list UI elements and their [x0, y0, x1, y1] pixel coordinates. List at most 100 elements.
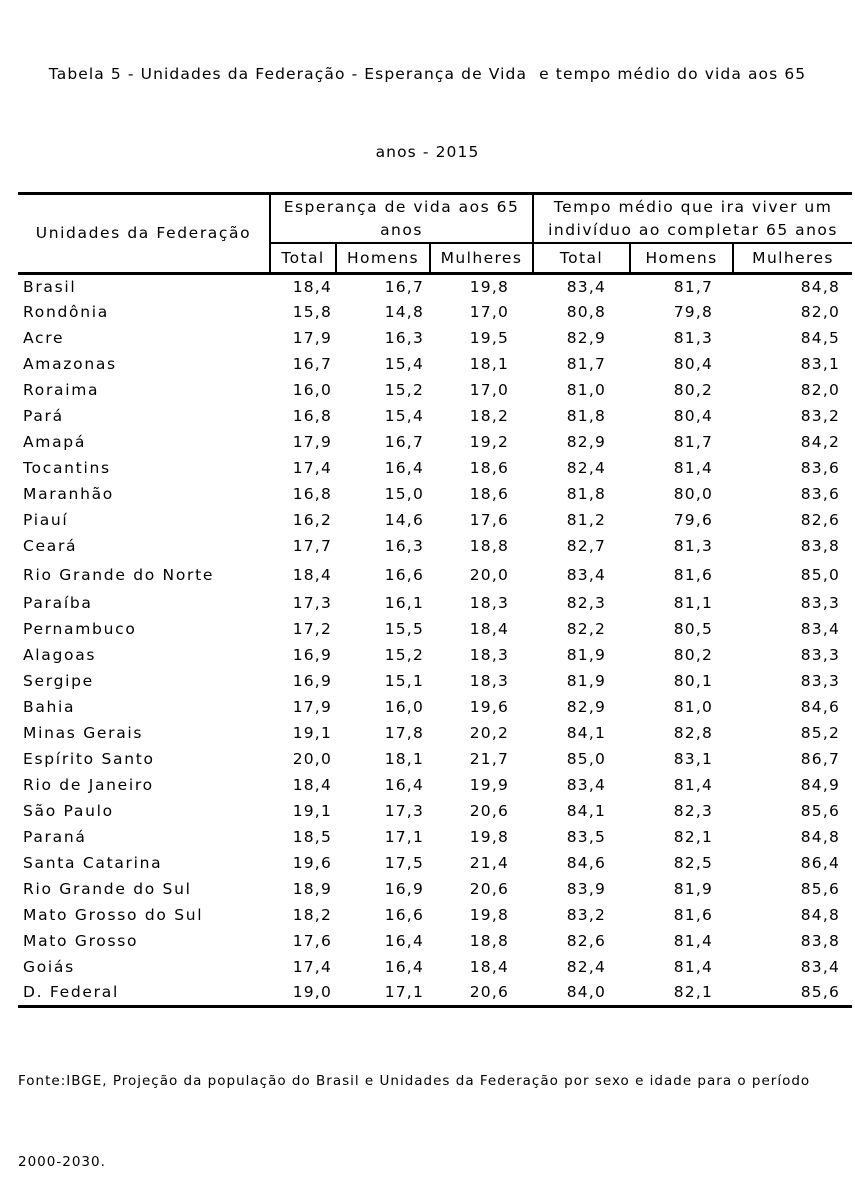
- esperanca-homens-cell: 16,4: [384, 958, 424, 976]
- table-row: Rio Grande do Norte 18,4 16,6 20,0 83,4 …: [18, 559, 852, 590]
- tempo-total-cell: 83,2: [566, 906, 607, 924]
- subheader-esperanca-total: Total: [270, 243, 337, 275]
- state-name-cell: Tocantins: [23, 459, 111, 477]
- state-name-cell: Piauí: [23, 511, 69, 529]
- state-name-cell: Santa Catarina: [23, 854, 163, 872]
- tempo-mulheres-cell: 83,3: [800, 594, 841, 612]
- esperanca-mulheres-cell: 18,2: [469, 407, 510, 425]
- esperanca-homens-cell: 16,9: [384, 880, 424, 898]
- table-row: Acre 17,9 16,3 19,5 82,9 81,3 84,5: [18, 325, 852, 351]
- tempo-mulheres-cell: 86,7: [800, 750, 841, 768]
- tempo-total-cell: 81,9: [566, 672, 607, 690]
- tempo-homens-cell: 81,3: [673, 537, 714, 555]
- esperanca-total-cell: 18,4: [292, 565, 332, 584]
- esperanca-mulheres-cell: 18,3: [469, 594, 510, 612]
- state-name-cell: Goiás: [23, 958, 75, 976]
- state-name-cell: Rio de Janeiro: [23, 776, 154, 794]
- esperanca-homens-cell: 16,0: [384, 698, 424, 716]
- column-group-esperanca: Esperança de vida aos 65 anos: [270, 193, 535, 244]
- state-name-cell: Mato Grosso do Sul: [23, 906, 204, 924]
- table-row: Rio Grande do Sul 18,9 16,9 20,6 83,9 81…: [18, 876, 852, 902]
- esperanca-homens-cell: 15,4: [384, 355, 424, 373]
- table-row: Pernambuco 17,2 15,5 18,4 82,2 80,5 83,4: [18, 616, 852, 642]
- table-row: Bahia 17,9 16,0 19,6 82,9 81,0 84,6: [18, 694, 852, 720]
- table-row: Pará 16,8 15,4 18,2 81,8 80,4 83,2: [18, 403, 852, 429]
- tempo-total-cell: 82,2: [566, 620, 607, 638]
- tempo-total-cell: 82,3: [566, 594, 607, 612]
- tempo-mulheres-cell: 85,6: [800, 802, 841, 820]
- tempo-total-cell: 82,6: [566, 932, 607, 950]
- tempo-mulheres-cell: 83,2: [800, 407, 841, 425]
- state-name-cell: D. Federal: [18, 980, 270, 1008]
- esperanca-total-cell: 18,4: [292, 277, 332, 296]
- tempo-homens-cell: 82,1: [673, 828, 714, 846]
- state-name-cell: Mato Grosso: [23, 932, 139, 950]
- esperanca-homens-cell: 16,4: [384, 776, 424, 794]
- table-row: Santa Catarina 19,6 17,5 21,4 84,6 82,5 …: [18, 850, 852, 876]
- esperanca-total-cell: 20,0: [292, 750, 332, 768]
- tempo-total-cell: 83,4: [566, 565, 607, 584]
- tempo-mulheres-cell: 83,1: [800, 355, 841, 373]
- esperanca-total-cell: 16,0: [292, 381, 332, 399]
- esperanca-total-cell: 17,9: [292, 433, 332, 451]
- esperanca-homens-cell: 14,6: [384, 511, 424, 529]
- table-row: Sergipe 16,9 15,1 18,3 81,9 80,1 83,3: [18, 668, 852, 694]
- tempo-total-cell: 82,4: [566, 958, 607, 976]
- esperanca-total-cell: 18,9: [292, 880, 332, 898]
- state-name-cell: Maranhão: [23, 485, 114, 503]
- tempo-homens-cell: 81,9: [673, 880, 714, 898]
- esperanca-total-cell: 18,4: [292, 776, 332, 794]
- table-row: Alagoas 16,9 15,2 18,3 81,9 80,2 83,3: [18, 642, 852, 668]
- tempo-homens-cell: 80,4: [673, 407, 714, 425]
- source-note-line2: 2000-2030.: [18, 1153, 106, 1170]
- subheader-esperanca-homens: Homens: [336, 243, 431, 275]
- esperanca-total-cell: 17,7: [292, 537, 332, 555]
- esperanca-homens-cell: 17,1: [384, 828, 424, 846]
- tempo-total-cell: 84,0: [533, 980, 631, 1008]
- table-row: Amapá 17,9 16,7 19,2 82,9 81,7 84,2: [18, 429, 852, 455]
- esperanca-mulheres-cell: 18,4: [469, 958, 510, 976]
- tempo-homens-cell: 81,4: [673, 958, 714, 976]
- esperanca-homens-cell: 17,3: [384, 802, 424, 820]
- esperanca-total-cell: 16,8: [292, 485, 332, 503]
- esperanca-mulheres-cell: 18,3: [469, 672, 510, 690]
- esperanca-homens-cell: 16,7: [384, 433, 424, 451]
- esperanca-mulheres-cell: 18,3: [469, 646, 510, 664]
- esperanca-total-cell: 16,9: [292, 646, 332, 664]
- tempo-homens-cell: 79,6: [673, 511, 714, 529]
- esperanca-homens-cell: 15,2: [384, 381, 424, 399]
- state-name-cell: Pará: [23, 407, 64, 425]
- table-row: Rio de Janeiro 18,4 16,4 19,9 83,4 81,4 …: [18, 772, 852, 798]
- tempo-total-cell: 82,4: [566, 459, 607, 477]
- table-row: Roraima 16,0 15,2 17,0 81,0 80,2 82,0: [18, 377, 852, 403]
- esperanca-homens-cell: 16,6: [384, 906, 424, 924]
- tempo-homens-cell: 81,3: [673, 329, 714, 347]
- column-group-tempo: Tempo médio que ira viver um indivíduo a…: [533, 193, 853, 244]
- esperanca-homens-cell: 16,1: [384, 594, 424, 612]
- tempo-homens-cell: 82,3: [673, 802, 714, 820]
- esperanca-mulheres-cell: 18,8: [469, 932, 510, 950]
- state-name-cell: Acre: [23, 329, 65, 347]
- esperanca-total-cell: 17,6: [292, 932, 332, 950]
- esperanca-homens-cell: 16,3: [384, 329, 424, 347]
- table-row: Amazonas 16,7 15,4 18,1 81,7 80,4 83,1: [18, 351, 852, 377]
- tempo-homens-cell: 81,6: [673, 565, 714, 584]
- state-name-cell: Ceará: [23, 537, 78, 555]
- tempo-homens-cell: 81,4: [673, 932, 714, 950]
- table-row: Paraná 18,5 17,1 19,8 83,5 82,1 84,8: [18, 824, 852, 850]
- esperanca-total-cell: 19,1: [292, 724, 332, 742]
- tempo-homens-cell: 80,5: [673, 620, 714, 638]
- state-name-cell: São Paulo: [23, 802, 114, 820]
- tempo-mulheres-cell: 84,8: [800, 277, 841, 296]
- tempo-mulheres-cell: 85,6: [800, 880, 841, 898]
- subheader-esperanca-mulheres: Mulheres: [430, 243, 535, 275]
- tempo-total-cell: 82,9: [566, 698, 607, 716]
- tempo-total-cell: 83,9: [566, 880, 607, 898]
- tempo-total-cell: 81,0: [566, 381, 607, 399]
- tempo-homens-cell: 80,0: [673, 485, 714, 503]
- table-row: Maranhão 16,8 15,0 18,6 81,8 80,0 83,6: [18, 481, 852, 507]
- tempo-mulheres-cell: 82,0: [800, 381, 841, 399]
- state-name-cell: Rio Grande do Sul: [23, 880, 192, 898]
- tempo-total-cell: 82,9: [566, 433, 607, 451]
- esperanca-homens-cell: 17,5: [384, 854, 424, 872]
